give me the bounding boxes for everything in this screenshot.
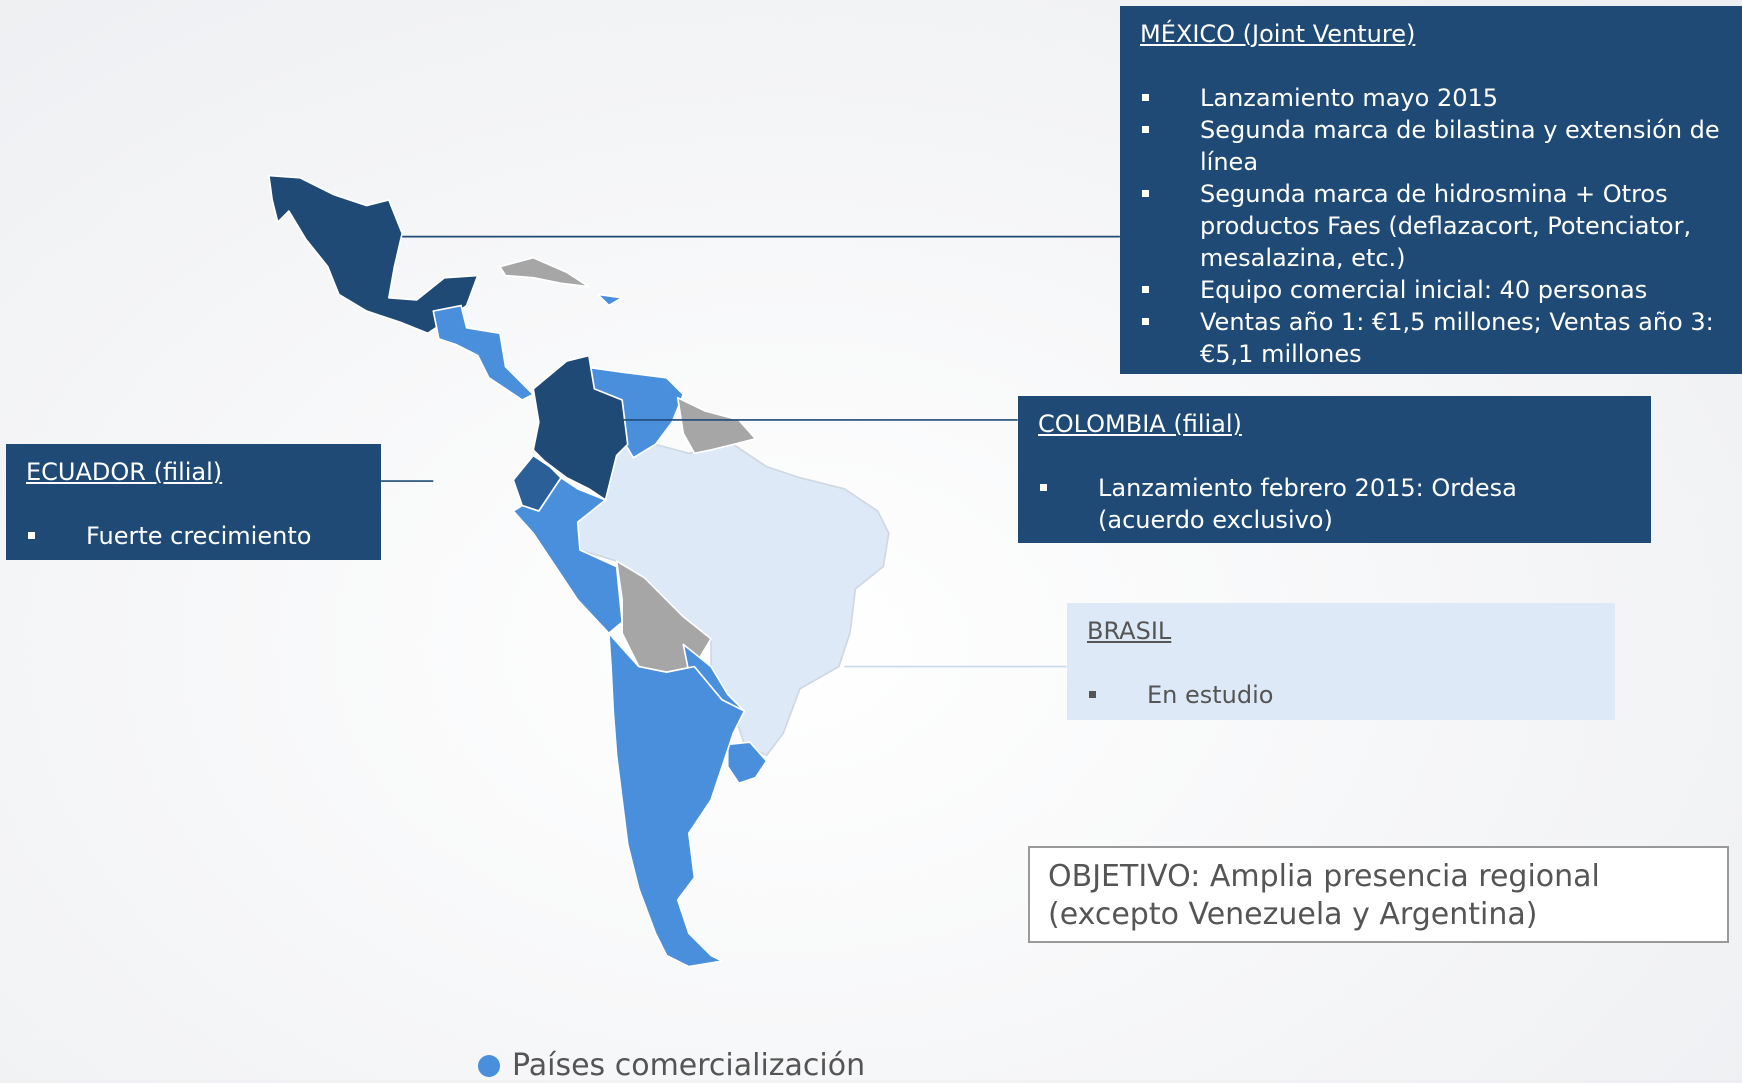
brasil-box: BRASIL En estudio xyxy=(1067,603,1615,720)
brazil-shape xyxy=(576,426,890,757)
southern-cone xyxy=(607,632,746,968)
guyanas xyxy=(676,396,757,455)
bullet-item: En estudio xyxy=(1087,679,1595,711)
bullet-item: Segunda marca de bilastina y extensión d… xyxy=(1140,114,1722,178)
legend-swatch xyxy=(478,1054,500,1077)
box-title: COLOMBIA (filial) xyxy=(1038,410,1242,438)
objective: OBJETIVO: Amplia presencia regional (exc… xyxy=(1028,846,1729,943)
mexico-box: MÉXICO (Joint Venture) Lanzamiento mayo 2… xyxy=(1120,6,1742,374)
bullet-item: Lanzamiento febrero 2015: Ordesa (acuerd… xyxy=(1038,472,1631,536)
box-title: MÉXICO (Joint Venture) xyxy=(1140,20,1416,48)
bullet-list: Lanzamiento mayo 2015 Segunda marca de bi… xyxy=(1140,82,1722,370)
legend: Países comercialización xyxy=(478,1048,865,1083)
central-america xyxy=(432,304,535,401)
colombia-shape xyxy=(532,354,629,501)
bullet-item: Segunda marca de hidrosmina + Otros prod… xyxy=(1140,178,1722,274)
peru xyxy=(512,476,623,635)
cuba xyxy=(499,256,590,288)
hispaniola xyxy=(596,293,623,307)
mexico-shape xyxy=(268,174,479,335)
bullet-item: Equipo comercial inicial: 40 personas xyxy=(1140,274,1722,306)
bullet-item: Ventas año 1: €1,5 millones; Ventas año … xyxy=(1140,306,1722,370)
bullet-item: Lanzamiento mayo 2015 xyxy=(1140,82,1722,114)
legend-label: Países comercialización xyxy=(512,1048,866,1083)
uruguay xyxy=(726,741,768,785)
ecuador-box: ECUADOR (filial) Fuerte crecimiento xyxy=(6,444,381,560)
box-title: BRASIL xyxy=(1087,617,1172,645)
colombia-box: COLOMBIA (filial) Lanzamiento febrero 201… xyxy=(1018,396,1651,543)
bullet-list: En estudio xyxy=(1087,679,1595,711)
bullet-item: Fuerte crecimiento xyxy=(26,520,361,552)
bullet-list: Fuerte crecimiento xyxy=(26,520,361,552)
box-title: ECUADOR (filial) xyxy=(26,458,223,486)
bullet-list: Lanzamiento febrero 2015: Ordesa (acuerd… xyxy=(1038,472,1631,536)
